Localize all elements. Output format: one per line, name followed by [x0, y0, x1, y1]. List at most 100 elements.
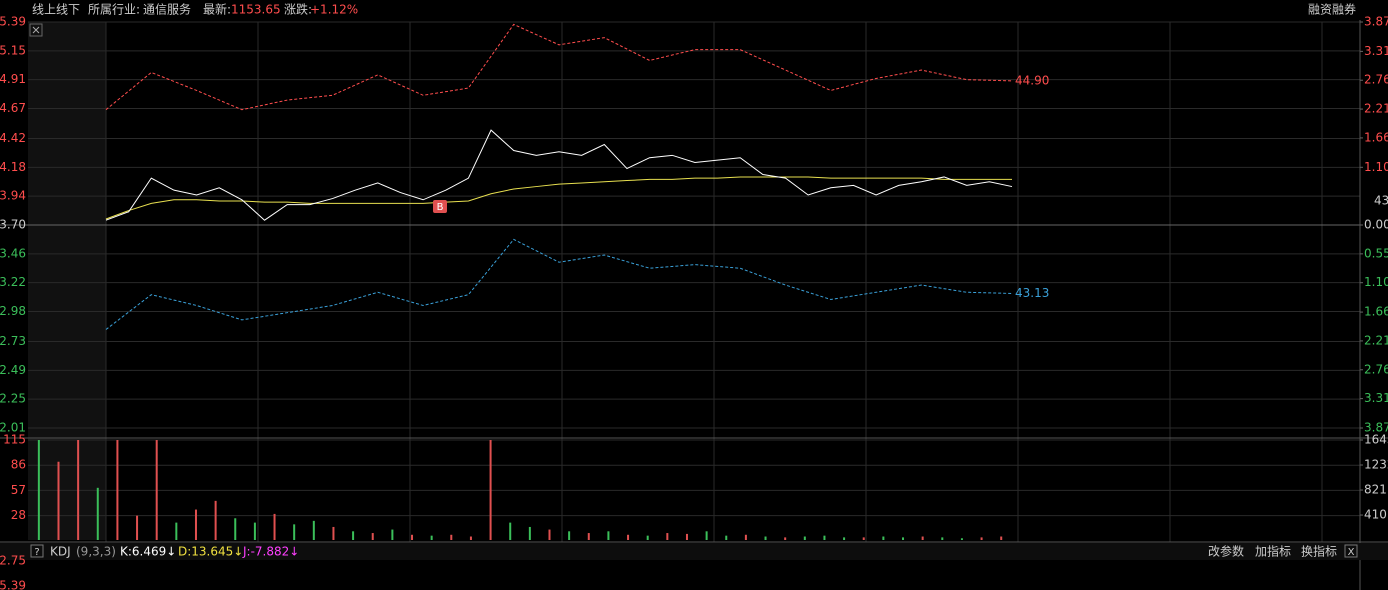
y-tick-label: 45.15 — [0, 43, 26, 57]
volume-bar — [666, 533, 669, 540]
y-tick-label: 115 — [3, 433, 26, 447]
change: +1.12% — [310, 3, 358, 17]
close-box[interactable] — [29, 23, 43, 37]
kdj-button[interactable]: 加指标 — [1255, 544, 1291, 559]
volume-bar — [371, 533, 374, 540]
kdj-axis-label: 22.75 — [0, 554, 26, 568]
y2-tick-label: 410 — [1364, 508, 1387, 522]
y2-tick-label: 1.10 — [1364, 275, 1388, 289]
volume-bar — [548, 529, 551, 540]
y-tick-label: 57 — [11, 483, 26, 497]
y-tick-label: 42.98 — [0, 304, 26, 318]
volume-bar — [352, 531, 355, 540]
latest-label: 最新: — [203, 2, 231, 17]
volume-bar — [450, 534, 453, 540]
volume-bar — [96, 487, 99, 540]
volume-bar — [528, 526, 531, 540]
y2-tick-label: 3.31 — [1364, 391, 1388, 405]
volume-bar — [980, 537, 983, 540]
y-tick-label: 43.70 — [0, 218, 26, 232]
price-line — [105, 176, 1012, 220]
y-tick-label: 43.94 — [0, 189, 26, 203]
volume-bar — [332, 526, 335, 540]
price-line — [105, 238, 1013, 330]
volume-bar — [155, 440, 158, 540]
y2-tick-label: 2.76 — [1364, 362, 1388, 376]
help[interactable]: ? — [34, 547, 39, 558]
y-tick-label: 44.42 — [0, 131, 26, 145]
volume-bar — [607, 531, 610, 540]
volume-bar — [37, 440, 40, 540]
volume-bar — [823, 535, 826, 540]
trade-marker — [433, 200, 447, 213]
margin-link[interactable]: 融资融券 — [1308, 2, 1356, 17]
kdj-name[interactable]: KDJ — [50, 545, 71, 559]
y-tick-label: 43.22 — [0, 275, 26, 289]
volume-bar — [116, 440, 119, 540]
volume-bar — [725, 535, 728, 540]
close-icon[interactable] — [32, 26, 40, 34]
kdj-close[interactable]: X — [1348, 547, 1355, 558]
price-line — [105, 129, 1013, 221]
industry-label: 所属行业: — [88, 3, 140, 17]
y2-tick-label: 1.66 — [1364, 305, 1388, 319]
volume-bar — [764, 536, 767, 540]
upper-label: 44.90 — [1015, 73, 1049, 87]
stock-name: 线上线下 — [32, 3, 80, 17]
y2-tick-label: 1643 — [1364, 433, 1388, 447]
y2-tick-label: 2.21 — [1364, 333, 1388, 347]
kdj-params: (9,3,3) — [76, 545, 116, 559]
volume-bar — [136, 515, 139, 540]
volume-bar — [902, 537, 905, 540]
volume-bar — [57, 461, 60, 540]
lower-label: 43.13 — [1015, 286, 1049, 300]
volume-bar — [430, 535, 433, 540]
y2-tick-label: 1232 — [1364, 458, 1388, 472]
volume-bar — [293, 524, 296, 540]
trade-marker-label: B — [437, 202, 444, 213]
kdj-k: K:6.469↓ — [120, 545, 176, 559]
volume-bar — [744, 534, 747, 540]
volume-bar — [941, 537, 944, 540]
kdj-bar — [0, 543, 1388, 560]
volume-bar — [862, 537, 865, 540]
y-tick-label: 42.73 — [0, 334, 26, 348]
volume-bar — [489, 440, 492, 540]
volume-bar — [194, 509, 197, 540]
help-box[interactable] — [30, 544, 44, 558]
right-edge-label: 43 — [1374, 194, 1388, 208]
kdj-d: D:13.645↓ — [178, 545, 243, 559]
volume-bar — [705, 531, 708, 540]
y2-tick-label: 821 — [1364, 483, 1387, 497]
volume-bar — [587, 533, 590, 540]
volume-bar — [1000, 536, 1003, 540]
y-tick-label: 28 — [11, 508, 26, 522]
volume-bar — [960, 538, 963, 540]
volume-bar — [627, 534, 630, 540]
latest: 1153.65 — [231, 3, 281, 17]
kdj-button[interactable]: 换指标 — [1301, 544, 1337, 559]
y2-tick-label: 3.87 — [1364, 15, 1388, 29]
volume-bar — [175, 522, 178, 540]
industry[interactable]: 通信服务 — [143, 2, 191, 17]
y-tick-label: 42.25 — [0, 392, 26, 406]
change-label: 涨跌: — [284, 2, 312, 17]
volume-bar — [234, 518, 237, 540]
y2-tick-label: 3.87 — [1364, 421, 1388, 435]
volume-bar — [509, 522, 512, 540]
volume-bar — [411, 534, 414, 540]
y2-tick-label: 0.00 — [1364, 218, 1388, 232]
volume-bar — [646, 535, 649, 540]
kdj-axis-label: 5.39 — [0, 579, 26, 590]
kdj-button[interactable]: 改参数 — [1208, 544, 1244, 559]
volume-bar — [391, 529, 394, 540]
volume-bar — [568, 531, 571, 540]
y-tick-label: 86 — [11, 458, 26, 472]
y2-tick-label: 1.10 — [1364, 160, 1388, 174]
volume-bar — [685, 533, 688, 540]
y2-tick-label: 2.21 — [1364, 102, 1388, 116]
y-tick-label: 42.01 — [0, 421, 26, 435]
kdj-close-box[interactable] — [1344, 544, 1358, 558]
